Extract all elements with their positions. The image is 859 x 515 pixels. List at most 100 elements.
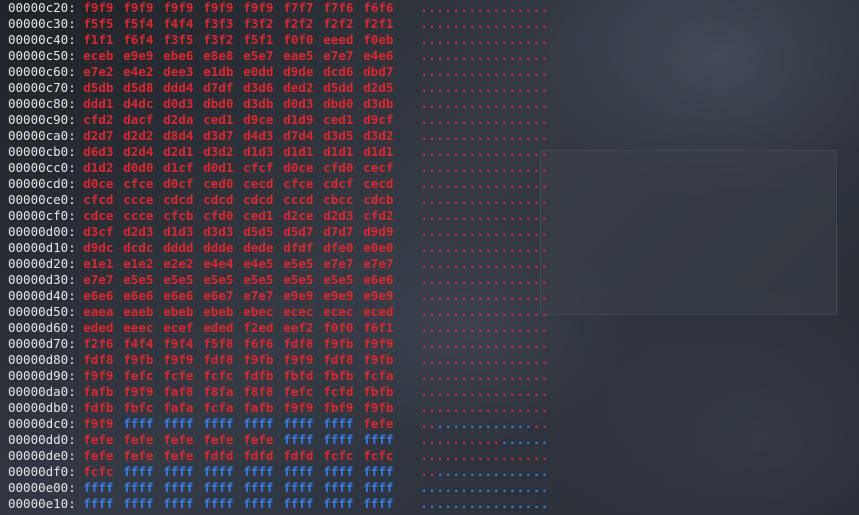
hex-word: d7d4	[283, 128, 314, 143]
hex-word: fefe	[83, 448, 114, 463]
hexdump-row: 00000d50: eaea eaeb ebeb ebeb ebec ecec ecec ec…	[8, 304, 549, 320]
hex-word: fdfd	[203, 448, 234, 463]
row-address: 00000cd0:	[8, 176, 84, 191]
row-address: 00000c20:	[8, 0, 84, 15]
hex-word: d3d2	[203, 144, 234, 159]
hex-word: dede	[243, 240, 274, 255]
hexdump-row: 00000c60: e7e2 e4e2 dee3 e1db e0dd d9de dcd6 db…	[8, 64, 549, 80]
hex-word: e7e7	[363, 256, 394, 271]
hex-word: e7e7	[323, 256, 354, 271]
hex-word: f9f9	[363, 336, 394, 351]
hex-word: fefe	[243, 432, 274, 447]
ascii-column: ................	[420, 320, 549, 335]
hex-word: e0e0	[363, 240, 394, 255]
hex-word: e5e5	[243, 272, 274, 287]
ascii-column: ................	[420, 96, 549, 111]
ascii-column: ................	[420, 208, 549, 223]
hex-word: ced1	[323, 112, 354, 127]
hex-word: ffff	[363, 432, 394, 447]
hex-word: f7f7	[283, 0, 314, 15]
row-address: 00000d20:	[8, 256, 84, 271]
hexdump-row: 00000cc0: d1d2 d0d0 d1cf d0d1 cfcf d0ce cfd0 ce…	[8, 160, 549, 176]
hex-word: cdcf	[323, 176, 354, 191]
hex-word: e7e2	[83, 64, 114, 79]
hex-word: d4dc	[123, 96, 154, 111]
hexdump-row: 00000dd0: fefe fefe fefe fefe fefe ffff ffff ff…	[8, 432, 549, 448]
hex-word: ffff	[163, 480, 194, 495]
hex-word: ffff	[323, 416, 354, 431]
ascii-column: ................	[420, 160, 549, 175]
ascii-column: ................	[420, 192, 549, 207]
hex-word: e5e5	[283, 272, 314, 287]
hex-word: fefe	[83, 432, 114, 447]
ascii-column: ................	[420, 416, 549, 431]
hex-word: f6f1	[363, 320, 394, 335]
hex-word: fdf8	[83, 352, 114, 367]
hex-word: ecec	[323, 304, 354, 319]
hex-word: f3f2	[203, 32, 234, 47]
hexdump-row: 00000db0: fdfb fbfc fafa fcfa fafb f9f9 fbf9 f9…	[8, 400, 549, 416]
hex-word: e9e9	[123, 48, 154, 63]
hex-word: e8e8	[203, 48, 234, 63]
hex-word: e1e2	[123, 256, 154, 271]
hex-word: cfcd	[83, 192, 114, 207]
hex-word: f3f5	[163, 32, 194, 47]
hex-word: ebe6	[163, 48, 194, 63]
hex-word: dddd	[163, 240, 194, 255]
row-address: 00000cb0:	[8, 144, 84, 159]
hex-word: eae5	[283, 48, 314, 63]
row-address: 00000dd0:	[8, 432, 84, 447]
row-address: 00000e00:	[8, 480, 84, 495]
hex-word: d9de	[283, 64, 314, 79]
hex-word: ffff	[123, 480, 154, 495]
ascii-column: ................	[420, 464, 549, 479]
hex-word: eced	[363, 304, 394, 319]
row-address: 00000d00:	[8, 224, 84, 239]
hex-word: ecef	[163, 320, 194, 335]
hex-word: d5dd	[323, 80, 354, 95]
hex-word: d5d7	[283, 224, 314, 239]
ascii-column: ................	[420, 128, 549, 143]
hexdump-row: 00000df0: fcfc ffff ffff ffff ffff ffff ffff ff…	[8, 464, 549, 480]
hex-word: cfcb	[163, 208, 194, 223]
hex-word: f0eb	[363, 32, 394, 47]
hex-word: fcfc	[203, 368, 234, 383]
hex-word: e9e9	[363, 288, 394, 303]
hex-word: f9f9	[243, 0, 274, 15]
hex-word: fefe	[203, 432, 234, 447]
hex-word: ffff	[163, 416, 194, 431]
hex-word: f9f9	[163, 0, 194, 15]
hexdump-row: 00000e00: ffff ffff ffff ffff ffff ffff ffff ff…	[8, 480, 549, 496]
ascii-column: ................	[420, 112, 549, 127]
hex-word: ffff	[323, 480, 354, 495]
hex-word: cfce	[283, 176, 314, 191]
hex-word: cdcb	[363, 192, 394, 207]
hex-word: ffff	[283, 496, 314, 511]
hex-word: f8fa	[203, 384, 234, 399]
row-address: 00000c40:	[8, 32, 84, 47]
hexdump-row: 00000c90: cfd2 dacf d2da ced1 d9ce d1d9 ced1 d9…	[8, 112, 549, 128]
hex-word: d1d1	[283, 144, 314, 159]
ascii-column: ................	[420, 432, 549, 447]
hex-word: d3d6	[243, 80, 274, 95]
hex-word: f2f2	[283, 16, 314, 31]
hex-word: ced1	[203, 112, 234, 127]
hex-word: d3d5	[323, 128, 354, 143]
hex-word: fbfb	[363, 384, 394, 399]
hex-word: ecec	[283, 304, 314, 319]
ascii-column: ................	[420, 384, 549, 399]
ascii-column: ................	[420, 336, 549, 351]
hex-word: f5f1	[243, 32, 274, 47]
hex-word: ffff	[83, 480, 114, 495]
hex-word: e4e5	[243, 256, 274, 271]
row-address: 00000da0:	[8, 384, 84, 399]
ascii-column: ................	[420, 288, 549, 303]
hex-word: ced1	[243, 208, 274, 223]
hex-word: e9e9	[323, 288, 354, 303]
hex-word: e5e5	[203, 272, 234, 287]
hex-word: cfd0	[203, 208, 234, 223]
hex-word: d1d2	[83, 160, 114, 175]
hex-word: ffff	[283, 464, 314, 479]
hex-word: ffff	[123, 496, 154, 511]
